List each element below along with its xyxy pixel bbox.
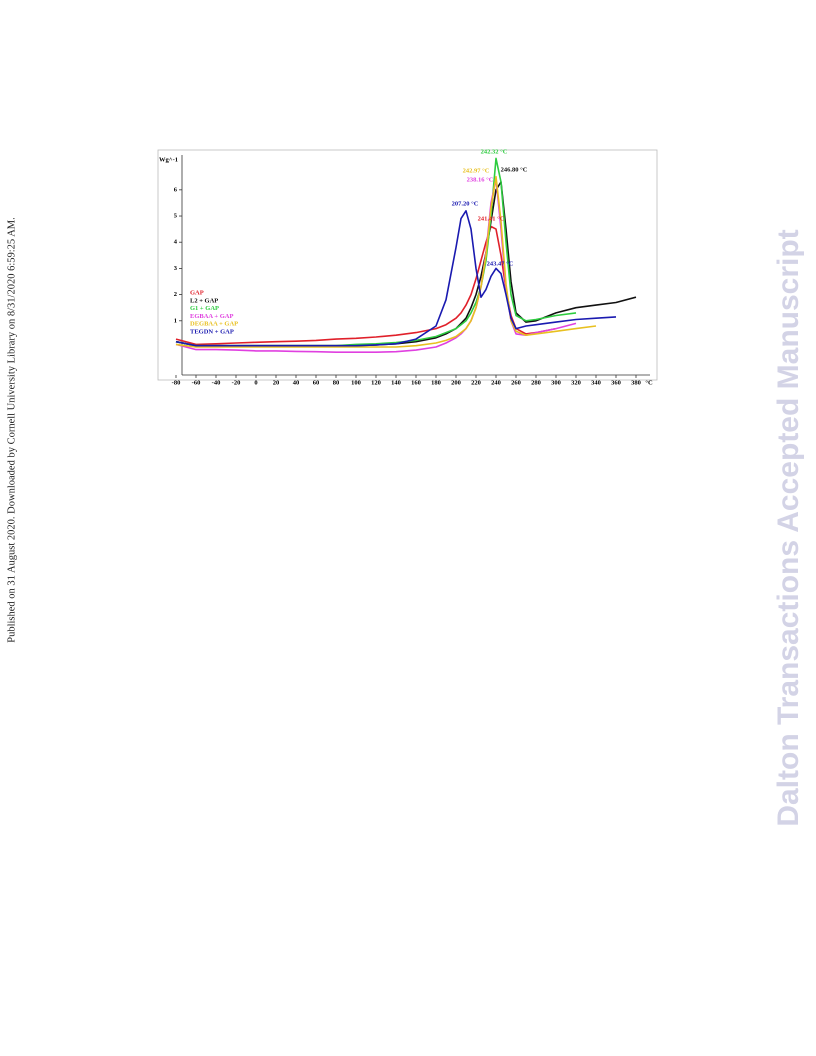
x-tick-label: 20 <box>273 379 280 386</box>
x-tick-label: 340 <box>591 379 601 386</box>
x-tick-label: 40 <box>293 379 300 386</box>
legend-entry: DEGBAA + GAP <box>190 321 238 328</box>
x-tick-label: 280 <box>531 379 541 386</box>
x-tick-label: 120 <box>371 379 381 386</box>
series-line <box>175 210 617 347</box>
x-axis-label: °C <box>645 379 653 386</box>
legend-entry: TEGDN + GAP <box>190 328 234 335</box>
x-tick-label: 260 <box>511 379 521 386</box>
x-tick-label: -40 <box>212 379 221 386</box>
y-tick-label: 3 <box>174 265 178 272</box>
x-tick-label: 360 <box>611 379 621 386</box>
x-tick-label: 140 <box>391 379 401 386</box>
legend-entry: L2 + GAP <box>190 297 218 304</box>
x-tick-label: 220 <box>471 379 481 386</box>
peak-annotation: 238.16 °C <box>467 176 494 183</box>
x-tick-label: 200 <box>451 379 461 386</box>
legend-entry: EGBAA + GAP <box>190 313 233 320</box>
x-tick-label: -80 <box>172 379 181 386</box>
x-tick-label: 320 <box>571 379 581 386</box>
x-tick-label: -60 <box>192 379 201 386</box>
x-tick-label: 300 <box>551 379 561 386</box>
y-tick-label: 6 <box>174 186 178 193</box>
legend-entry: GAP <box>190 289 204 296</box>
peak-annotation: 243.47 °C <box>487 260 514 267</box>
x-tick-label: 380 <box>631 379 641 386</box>
peak-annotation: 242.32 °C <box>481 148 508 155</box>
peak-annotation: 242.97 °C <box>463 167 490 174</box>
y-tick-label: 5 <box>174 213 178 220</box>
x-tick-label: 100 <box>351 379 361 386</box>
x-tick-label: 160 <box>411 379 421 386</box>
x-tick-label: 240 <box>491 379 501 386</box>
x-tick-label: 80 <box>333 379 340 386</box>
x-tick-label: -20 <box>232 379 241 386</box>
y-tick-label: 1 <box>174 317 177 324</box>
y-tick-label: 4 <box>174 239 178 246</box>
peak-annotation: 207.20 °C <box>452 200 479 207</box>
series-line <box>175 175 597 348</box>
y-tick-label: 2 <box>174 291 177 298</box>
x-tick-label: 60 <box>313 379 320 386</box>
peak-annotation: 241.41 °C <box>478 215 505 222</box>
y-axis-label: Wg^-1 <box>159 156 178 163</box>
peak-annotation: 246.80 °C <box>501 166 528 173</box>
legend-entry: G1 + GAP <box>190 305 219 312</box>
x-tick-label: 180 <box>431 379 441 386</box>
x-tick-label: 0 <box>254 379 257 386</box>
